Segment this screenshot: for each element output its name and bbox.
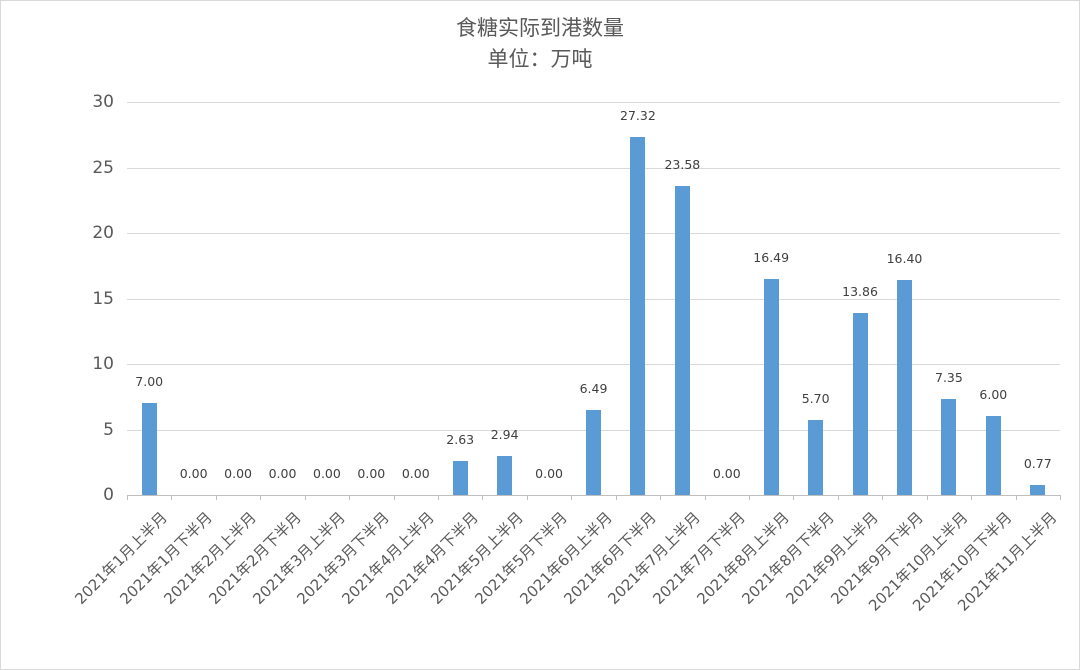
data-label: 7.35 bbox=[935, 369, 963, 385]
y-tick-label: 25 bbox=[92, 157, 114, 178]
x-tick-mark bbox=[438, 495, 439, 500]
bar bbox=[497, 456, 513, 495]
data-label: 13.86 bbox=[842, 284, 878, 300]
x-tick-mark bbox=[882, 495, 884, 500]
x-tick-mark bbox=[704, 495, 706, 500]
x-tick-mark bbox=[526, 495, 528, 500]
x-tick-mark bbox=[304, 495, 306, 500]
bar bbox=[674, 186, 690, 495]
bar bbox=[1030, 484, 1046, 495]
data-label: 6.49 bbox=[579, 380, 608, 396]
y-tick-label: 0 bbox=[103, 485, 114, 505]
x-tick-mark bbox=[971, 495, 973, 500]
bar bbox=[897, 280, 912, 495]
data-label: 0.00 bbox=[224, 466, 252, 481]
x-tick-mark bbox=[1015, 495, 1017, 500]
x-tick-mark bbox=[660, 495, 662, 500]
data-label: 5.70 bbox=[801, 391, 830, 407]
data-label: 0.00 bbox=[179, 466, 208, 481]
data-label: 0.00 bbox=[357, 466, 386, 481]
gridline bbox=[127, 167, 1060, 169]
data-label: 16.40 bbox=[886, 251, 923, 267]
gridline bbox=[127, 102, 1060, 103]
bar bbox=[808, 420, 824, 495]
bar bbox=[985, 416, 1001, 495]
x-tick-mark bbox=[260, 495, 262, 500]
x-tick-mark bbox=[482, 495, 484, 500]
x-tick-mark bbox=[571, 495, 573, 500]
x-axis-line bbox=[127, 495, 1060, 496]
data-label: 0.00 bbox=[712, 466, 741, 481]
bar bbox=[763, 278, 779, 495]
x-tick-mark bbox=[615, 495, 617, 500]
gridline bbox=[127, 298, 1060, 300]
x-tick-mark bbox=[171, 495, 173, 500]
bar bbox=[941, 398, 957, 495]
y-tick-label: 20 bbox=[92, 223, 114, 243]
bar bbox=[630, 137, 646, 495]
x-tick-mark bbox=[215, 495, 217, 500]
y-tick-label: 15 bbox=[92, 288, 114, 309]
data-label: 0.00 bbox=[535, 466, 563, 481]
data-label: 7.00 bbox=[135, 374, 164, 390]
data-label: 0.77 bbox=[1023, 455, 1052, 471]
data-label: 27.32 bbox=[620, 108, 656, 124]
data-label: 2.94 bbox=[490, 427, 519, 443]
data-label: 0.00 bbox=[268, 466, 297, 481]
x-tick-mark bbox=[926, 495, 928, 500]
data-label: 23.58 bbox=[664, 157, 701, 173]
x-tick-mark bbox=[793, 495, 795, 500]
x-tick-mark bbox=[837, 495, 839, 500]
gridline bbox=[127, 364, 1060, 365]
gridline bbox=[127, 233, 1060, 234]
chart-title: 食糖实际到港数量 bbox=[456, 16, 624, 40]
y-tick-label: 10 bbox=[92, 354, 114, 374]
y-tick-label: 30 bbox=[92, 92, 114, 112]
data-label: 16.49 bbox=[753, 249, 790, 265]
data-label: 0.00 bbox=[313, 466, 341, 481]
chart-subtitle: 单位：万吨 bbox=[487, 47, 593, 71]
x-tick-mark bbox=[349, 495, 351, 500]
data-label: 0.00 bbox=[401, 466, 430, 481]
data-label: 2.63 bbox=[446, 431, 475, 447]
bar bbox=[452, 460, 468, 495]
x-tick-mark bbox=[393, 495, 395, 500]
x-tick-mark bbox=[1060, 495, 1061, 500]
bar bbox=[586, 409, 601, 495]
data-label: 6.00 bbox=[979, 387, 1008, 403]
x-tick-mark bbox=[749, 495, 750, 500]
y-tick-label: 5 bbox=[103, 419, 114, 440]
x-tick-mark bbox=[127, 495, 128, 500]
bar bbox=[141, 403, 157, 495]
bar bbox=[852, 313, 868, 495]
